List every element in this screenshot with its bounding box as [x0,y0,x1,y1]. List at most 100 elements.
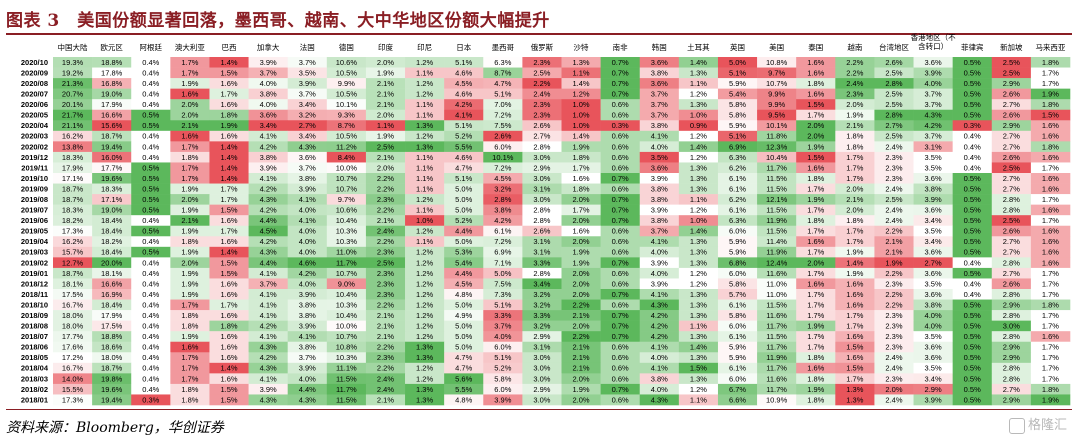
heatmap-cell [365,320,406,332]
heatmap-cell-label: 1.4% [573,132,590,141]
heatmap-cell [717,99,758,111]
heatmap-cell-label: 2.8% [885,111,902,120]
heatmap-cell-label: 6.9% [494,248,511,257]
heatmap-cell [991,383,1032,395]
column-header-21: 台湾地区 [879,42,909,52]
heatmap-cell [600,183,641,195]
heatmap-cell-label: 2.0% [573,279,590,288]
heatmap-cell [131,151,171,163]
heatmap-cell-label: 1.7% [1042,364,1059,373]
row-label-25: 2018/08 [21,322,48,331]
heatmap-cell-label: 1.7% [1042,269,1059,278]
heatmap-cell [874,394,914,406]
heatmap-cell [678,99,719,111]
column-header-1: 欧元区 [100,42,123,52]
heatmap-cell [874,352,914,364]
heatmap-cell-label: 18.8% [101,332,123,341]
heatmap-cell [913,236,953,248]
heatmap-cell-label: 5.9% [729,343,746,352]
heatmap-cell [131,236,171,248]
heatmap-cell-label: 18.4% [101,248,123,257]
heatmap-cell-label: 1.7% [1042,374,1059,383]
heatmap-cell [287,236,328,248]
heatmap-cell [874,78,914,89]
heatmap-cell [757,130,797,142]
heatmap-cell-label: 1.3% [846,395,863,404]
heatmap-cell [874,320,914,332]
heatmap-cell-label: 3.5% [925,227,942,236]
heatmap-cell [1030,151,1071,163]
heatmap-cell [913,57,953,68]
heatmap-cell-label: 1.0% [573,100,590,109]
heatmap-cell [678,320,719,332]
heatmap-cell [600,162,641,174]
heatmap-cell-label: 3.9% [299,322,316,331]
heatmap-cell [287,57,328,68]
heatmap-cell [248,246,288,258]
heatmap-cell-label: 2.9% [1003,353,1020,362]
heatmap-cell-label: 5.9% [729,121,746,130]
heatmap-cell-label: 4.7% [494,79,511,88]
heatmap-cell-label: 0.4% [142,353,159,362]
heatmap-cell-label: 6.9% [729,142,746,151]
heatmap-cell-label: 18.4% [101,300,123,309]
heatmap-cell-label: 1.3% [690,248,707,257]
heatmap-cell [170,215,210,227]
heatmap-cell [287,299,328,311]
heatmap-cell-label: 0.4% [142,364,159,373]
heatmap-cell-label: 2.0% [846,100,863,109]
heatmap-cell-label: 1.4% [846,258,863,267]
heatmap-cell [991,57,1032,68]
heatmap-cell-label: 12.4% [766,258,788,267]
heatmap-cell-label: 0.4% [142,100,159,109]
heatmap-cell [131,331,171,343]
heatmap-cell-label: 17.9% [101,100,123,109]
heatmap-cell-label: 0.6% [612,248,629,257]
heatmap-cell [874,183,914,195]
heatmap-cell-label: 1.9% [1042,395,1059,404]
heatmap-cell-label: 1.7% [807,311,824,320]
heatmap-cell [405,141,445,153]
heatmap-cell [835,246,875,258]
heatmap-cell [209,109,249,121]
heatmap-cell [365,88,406,100]
heatmap-cell-label: 4.1% [260,300,277,309]
heatmap-cell-label: 1.7% [181,374,198,383]
heatmap-cell [678,310,719,321]
heatmap-cell [248,236,288,248]
column-header-19: 泰国 [808,42,823,52]
heatmap-cell-label: 1.8% [181,311,198,320]
heatmap-cell [209,141,249,153]
heatmap-cell-label: 1.7% [181,300,198,309]
heatmap-cell-label: 1.5% [220,385,237,394]
heatmap-cell [287,257,328,269]
heatmap-cell-label: 1.1% [690,395,707,404]
heatmap-cell [757,88,797,100]
heatmap-cell-label: 19.6% [101,174,123,183]
heatmap-cell [678,225,719,237]
heatmap-cell-label: 4.6% [455,68,472,77]
heatmap-cell [522,373,562,385]
heatmap-cell-label: 1.0% [690,216,707,225]
heatmap-cell [522,394,562,406]
heatmap-cell-label: 16.7% [62,300,84,309]
heatmap-cell-label: 10.8% [336,343,358,352]
heatmap-cell [757,151,797,163]
heatmap-cell [717,394,758,406]
heatmap-cell [444,225,484,237]
heatmap-cell [952,352,993,364]
heatmap-cell-label: 21.1% [62,121,84,130]
heatmap-cell [796,183,836,195]
heatmap-cell [952,99,993,111]
heatmap-cell-label: 2.1% [885,237,902,246]
heatmap-cell-label: 1.4% [220,364,237,373]
heatmap-cell [248,225,288,237]
heatmap-cell-label: 1.1% [690,79,707,88]
column-header-13: 沙特 [574,42,589,52]
heatmap-cell-label: 2.7% [1003,184,1020,193]
heatmap-cell-label: 0.6% [612,374,629,383]
heatmap-cell-label: 0.6% [612,353,629,362]
heatmap-cell [600,236,641,248]
heatmap-cell [444,67,484,79]
heatmap-cell [444,78,484,89]
